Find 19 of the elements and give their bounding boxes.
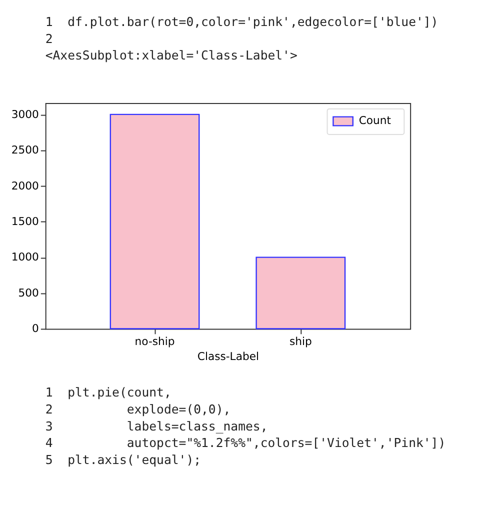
x-tick-label: ship <box>289 334 312 348</box>
x-tick-label: no-ship <box>134 334 175 348</box>
x-axis-title: Class-Label <box>197 350 260 363</box>
y-tick-label: 0 <box>32 322 40 336</box>
text: 2 explode=(0,0), <box>45 402 231 417</box>
y-tick-label: 3000 <box>11 108 40 121</box>
text: 2 <box>45 32 53 46</box>
text: 3 labels=class_names, <box>45 419 268 434</box>
y-tick-label: 1000 <box>11 250 40 264</box>
text: 4 autopct="%1.2f%%",colors=['Violet','Pink']) <box>45 436 446 450</box>
legend-label: Count <box>358 114 391 128</box>
text: <AxesSubplot:xlabel='Class-Label'> <box>45 48 298 63</box>
text: 1 plt.pie(count, <box>45 386 172 400</box>
y-tick-label: 1500 <box>11 215 40 228</box>
y-tick-label: 500 <box>18 286 40 300</box>
y-tick-label: 2500 <box>11 144 40 157</box>
text: 1 df.plot.bar(rot=0,color='pink',edgecolor=['blue']) <box>45 15 438 30</box>
text: 5 plt.axis('equal'); <box>45 452 202 467</box>
y-tick-label: 2000 <box>11 179 40 192</box>
